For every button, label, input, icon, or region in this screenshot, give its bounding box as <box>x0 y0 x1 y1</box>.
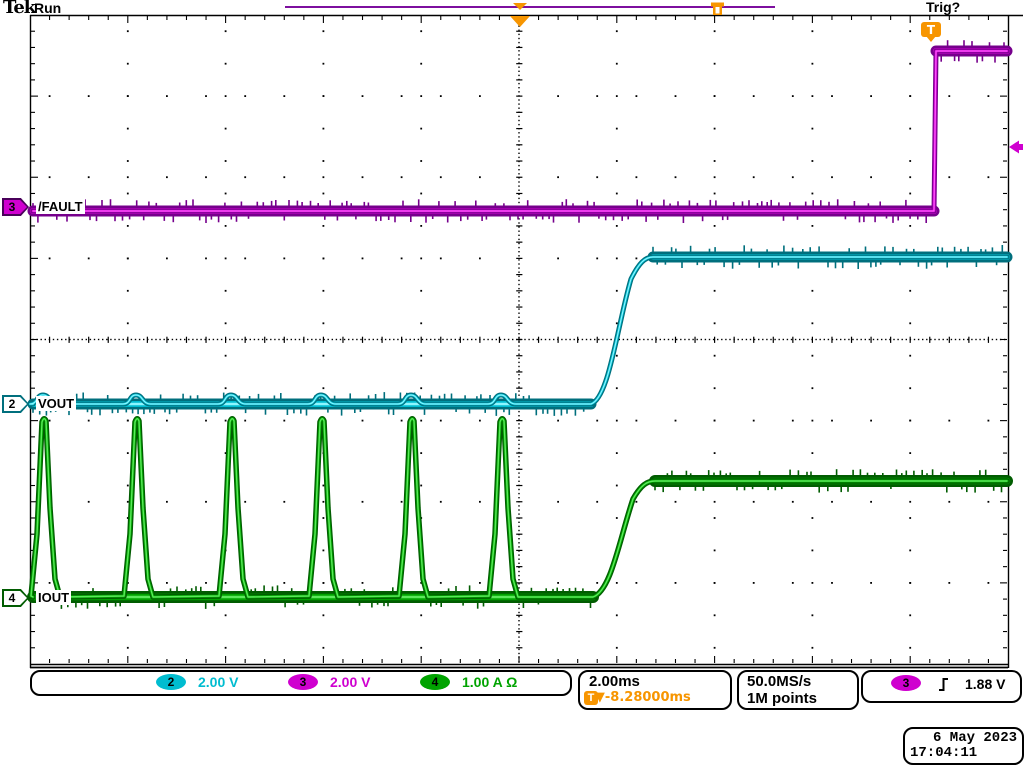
channel-3-badge-number: 3 <box>8 200 16 214</box>
channel-2-badge-number: 2 <box>8 397 16 411</box>
datetime-box: 6 May 2023 17:04:11 <box>903 727 1024 765</box>
trigger-delay-value: →▼-8.28000ms <box>584 690 691 705</box>
channel-scale-readout-box: 2 2.00 V 3 2.00 V 4 1.00 A Ω <box>30 670 572 696</box>
record-length: 1M points <box>747 690 817 707</box>
trigger-status: Trig? <box>926 0 961 15</box>
svg-text:T: T <box>927 23 936 37</box>
timebase-readout-box: 2.00ms T →▼-8.28000ms <box>578 670 732 710</box>
channel-2-badge-fill <box>4 397 27 411</box>
trigger-readout-box: 3 1.88 V <box>861 670 1022 703</box>
channel-2-readout-badge: 2 <box>156 674 186 690</box>
channel-3-scale: 2.00 V <box>330 674 371 690</box>
channel-4-scale: 1.00 A Ω <box>462 674 518 690</box>
channel-2-scale: 2.00 V <box>198 674 239 690</box>
iout-trace-label: IOUT <box>36 590 72 605</box>
trigger-delay-readout: T →▼-8.28000ms <box>584 690 691 705</box>
time-readout: 17:04:11 <box>910 745 978 761</box>
channel-3-badge: 3 <box>2 198 29 216</box>
acquisition-readout-box: 50.0MS/s 1M points <box>737 670 859 710</box>
channel-2-badge: 2 <box>2 395 29 413</box>
fault-trace-label: /FAULT <box>36 199 85 214</box>
trigger-source-badge: 3 <box>891 675 921 691</box>
acquisition-status: Run <box>34 0 62 16</box>
channel-4-badge-fill <box>4 591 27 605</box>
timebase-scale: 2.00ms <box>589 673 640 690</box>
channel-3-readout-badge: 3 <box>288 674 318 690</box>
channel-3-badge-fill <box>4 200 27 214</box>
rising-edge-icon <box>939 678 948 691</box>
trigger-level: 1.88 V <box>965 676 1006 692</box>
channel-4-badge: 4 <box>2 589 29 607</box>
tek-logo: Tek <box>3 0 36 18</box>
channel-4-badge-number: 4 <box>8 591 16 605</box>
sample-rate: 50.0MS/s <box>747 673 812 690</box>
vout-trace-label: VOUT <box>36 396 77 411</box>
channel-4-readout-badge: 4 <box>420 674 450 690</box>
trigger-delay-icon: T <box>584 690 598 705</box>
date-readout: 6 May 2023 <box>932 730 1017 746</box>
